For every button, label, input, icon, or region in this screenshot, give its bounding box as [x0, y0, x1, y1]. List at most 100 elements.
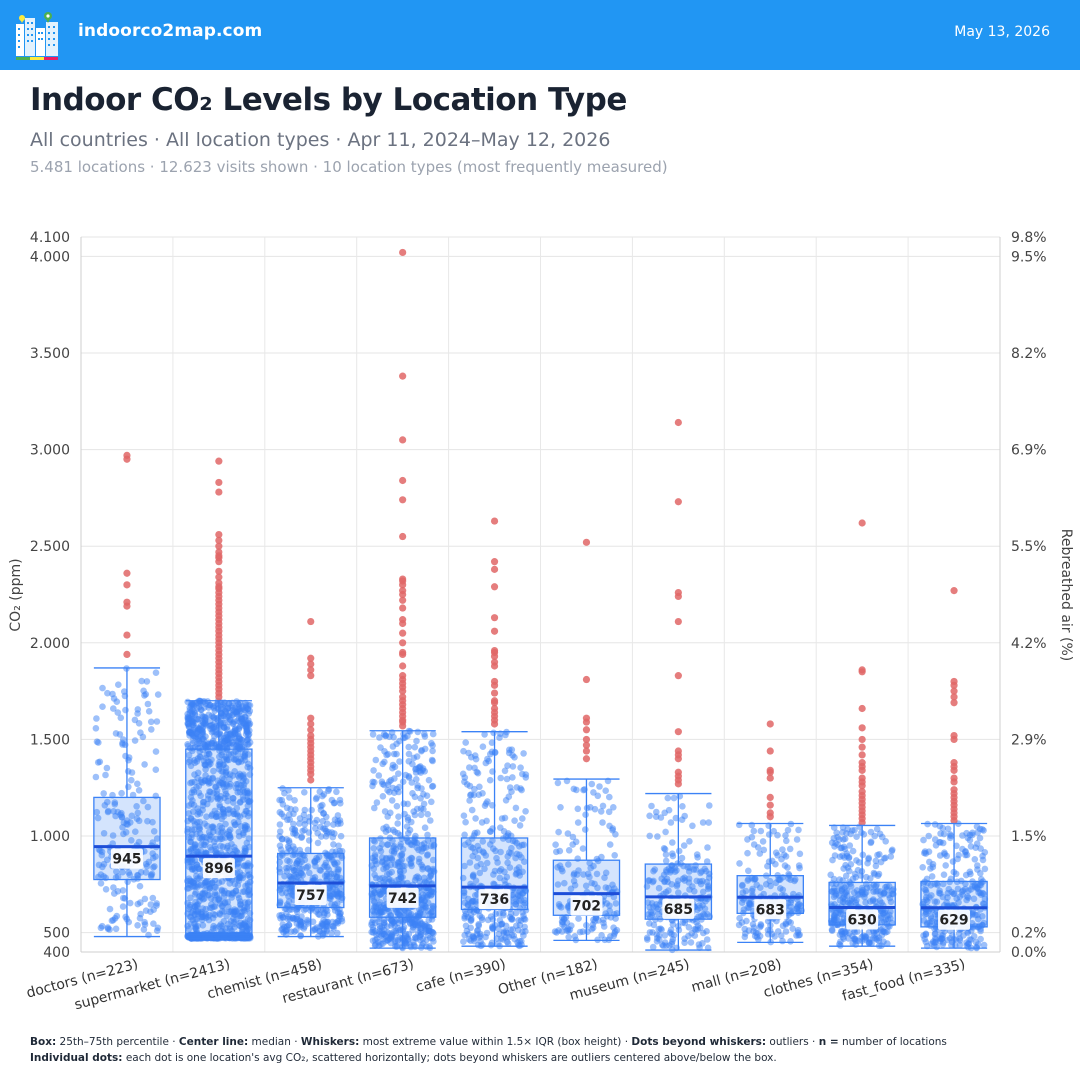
outlier-point: [674, 672, 682, 680]
data-point: [593, 870, 601, 878]
outlier-point: [674, 617, 682, 626]
data-point: [137, 910, 144, 918]
data-point: [386, 930, 394, 937]
data-point: [423, 943, 430, 950]
site-name-link[interactable]: indoorco2map.com: [78, 21, 263, 41]
data-point: [238, 743, 246, 750]
data-point: [330, 841, 337, 848]
outlier-point: [582, 741, 591, 749]
data-point: [602, 787, 609, 794]
data-point: [370, 929, 377, 936]
data-point: [487, 941, 495, 949]
data-point: [333, 788, 340, 796]
data-point: [766, 877, 774, 885]
outlier-point: [490, 689, 499, 697]
data-point: [330, 925, 337, 932]
data-point: [471, 785, 478, 793]
data-point: [416, 933, 424, 940]
data-point: [152, 766, 160, 773]
data-point: [322, 833, 330, 840]
data-point: [133, 815, 141, 822]
data-point: [655, 884, 663, 892]
data-point: [94, 814, 102, 822]
data-point: [474, 854, 482, 862]
data-point: [744, 849, 751, 857]
data-point: [695, 941, 703, 948]
data-point: [336, 885, 344, 893]
data-point: [420, 790, 427, 798]
data-point: [208, 740, 215, 747]
data-point: [422, 928, 430, 936]
data-point: [319, 792, 326, 800]
data-point: [388, 848, 396, 855]
data-point: [947, 832, 955, 840]
data-point: [202, 742, 209, 750]
data-point: [217, 842, 224, 850]
outlier-point: [123, 455, 131, 463]
outlier-point: [674, 728, 682, 736]
data-point: [199, 798, 207, 806]
data-point: [231, 756, 239, 763]
data-point: [846, 842, 854, 849]
data-point: [788, 909, 796, 916]
data-point: [376, 909, 383, 916]
outlier-point: [215, 488, 223, 496]
data-point: [186, 913, 194, 920]
data-point: [296, 917, 304, 924]
data-point: [370, 845, 378, 852]
data-point: [572, 838, 580, 846]
outlier-point: [399, 650, 407, 659]
y2-tick-label: 6.9%: [1011, 443, 1047, 459]
data-point: [197, 778, 205, 786]
data-point: [379, 760, 387, 768]
data-point: [872, 935, 879, 942]
data-point: [118, 789, 125, 797]
data-point: [317, 833, 325, 840]
data-point: [154, 924, 162, 932]
outlier-point: [858, 668, 866, 676]
data-point: [955, 851, 962, 859]
data-point: [112, 925, 120, 933]
data-point: [509, 774, 516, 781]
outlier-point: [215, 558, 223, 566]
data-point: [757, 884, 764, 891]
outlier-point: [674, 418, 682, 427]
data-point: [931, 821, 939, 828]
data-point: [487, 828, 494, 835]
data-point: [697, 869, 704, 877]
data-point: [276, 842, 284, 849]
data-point: [831, 852, 839, 859]
data-point: [218, 886, 225, 894]
y2-axis-label: Rebreathed air (%): [1058, 529, 1074, 661]
data-point: [411, 811, 419, 819]
outlier-point: [490, 662, 499, 670]
data-point: [113, 868, 120, 875]
data-point: [121, 688, 128, 695]
data-point: [515, 926, 522, 934]
data-point: [520, 901, 528, 909]
data-point: [334, 820, 342, 828]
data-point: [387, 861, 395, 869]
data-point: [429, 747, 436, 755]
data-point: [384, 841, 392, 848]
data-point: [611, 852, 618, 859]
data-point: [320, 810, 327, 817]
data-point: [554, 881, 562, 888]
outlier-point: [307, 726, 315, 734]
data-point: [244, 903, 251, 911]
data-point: [664, 794, 672, 802]
data-point: [872, 862, 880, 870]
data-point: [102, 771, 109, 779]
data-point: [411, 793, 419, 801]
data-point: [241, 862, 248, 869]
data-point: [234, 812, 242, 820]
city-logo-icon[interactable]: [12, 10, 64, 62]
data-point: [942, 862, 949, 869]
median-label: 683: [756, 902, 785, 918]
data-point: [222, 820, 229, 828]
data-point: [395, 770, 402, 777]
data-point: [149, 818, 156, 826]
data-point: [765, 831, 773, 838]
data-point: [223, 912, 230, 920]
data-point: [245, 835, 253, 842]
